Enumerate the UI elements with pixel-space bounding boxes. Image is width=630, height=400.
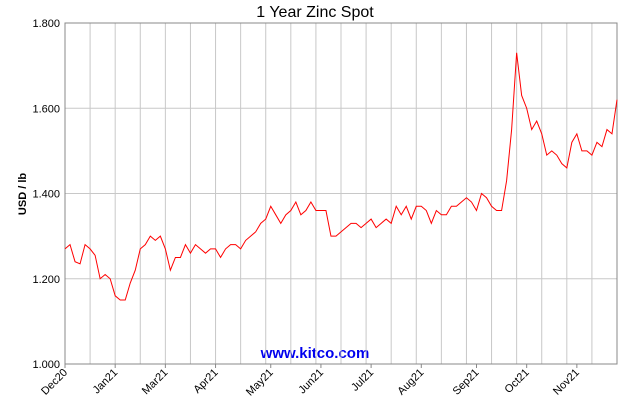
x-tick-label: Jul21 xyxy=(349,367,376,394)
plot-frame xyxy=(64,22,618,365)
chart-title: 1 Year Zinc Spot xyxy=(256,4,374,21)
y-tick-label: 1.200 xyxy=(32,274,60,286)
x-tick-label: Oct21 xyxy=(503,367,532,396)
y-tick-label: 1.000 xyxy=(32,359,60,371)
x-tick-label: Apr21 xyxy=(191,367,220,396)
x-tick-label: Sep21 xyxy=(451,367,482,398)
x-tick-label: Nov21 xyxy=(551,367,582,398)
price-line xyxy=(64,52,618,301)
y-tick-label: 1.600 xyxy=(32,103,60,115)
x-tick-label: Aug21 xyxy=(395,367,426,398)
x-tick-label: Jan21 xyxy=(91,367,121,397)
x-tick-label: May21 xyxy=(244,367,276,399)
y-tick-label: 1.800 xyxy=(32,18,60,30)
x-tick-label: Dec20 xyxy=(39,367,70,398)
y-tick-label: 1.400 xyxy=(32,189,60,201)
y-axis-label: USD / lb xyxy=(17,173,29,215)
watermark: www.kitco.com xyxy=(260,345,370,362)
x-tick-label: Mar21 xyxy=(140,367,171,398)
x-tick-label: Jun21 xyxy=(296,367,326,397)
